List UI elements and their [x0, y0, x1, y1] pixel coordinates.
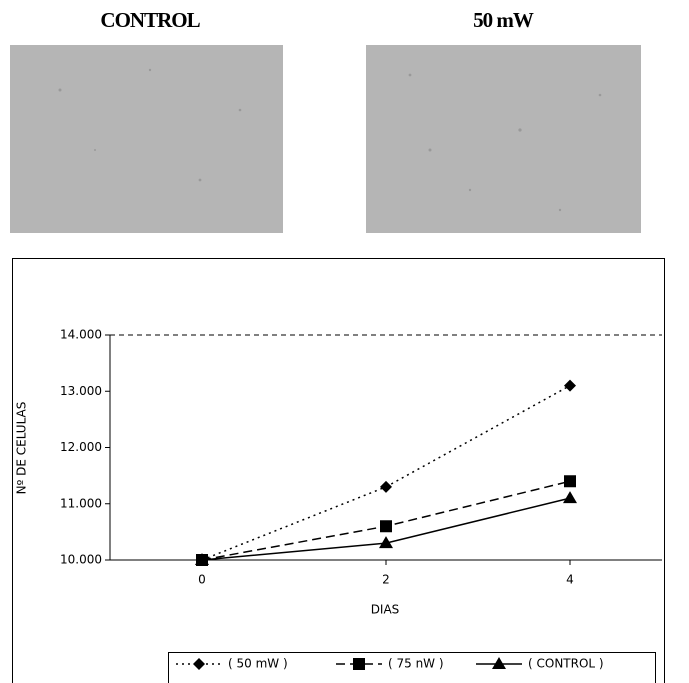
marker — [380, 520, 392, 532]
x-axis-label: DIAS — [371, 603, 400, 617]
marker — [564, 475, 576, 487]
page: CONTROL 50 mW Nº DE CELULAS DIAS 10.000 1… — [0, 0, 689, 683]
marker — [564, 380, 576, 392]
micrograph — [366, 45, 641, 233]
y-tick-label: 14.000 — [60, 328, 102, 342]
x-tick-label: 2 — [382, 573, 390, 587]
y-tick-label: 13.000 — [60, 384, 102, 398]
panel-label: 50 mW — [473, 8, 534, 32]
x-tick-label: 4 — [566, 573, 574, 587]
panel-label: CONTROL — [100, 8, 200, 32]
legend-label: ( 75 nW ) — [388, 657, 444, 671]
y-tick-label: 11.000 — [60, 496, 102, 510]
micrograph — [10, 45, 283, 233]
marker — [380, 481, 392, 493]
legend-label: ( CONTROL ) — [528, 657, 604, 671]
series-line — [202, 386, 570, 560]
y-tick-label: 10.000 — [60, 553, 102, 567]
y-axis-label: Nº DE CELULAS — [15, 402, 29, 495]
marker — [563, 491, 577, 503]
y-tick-label: 12.000 — [60, 440, 102, 454]
legend-label: ( 50 mW ) — [228, 657, 288, 671]
x-tick-label: 0 — [198, 573, 206, 587]
legend-marker — [353, 658, 365, 670]
